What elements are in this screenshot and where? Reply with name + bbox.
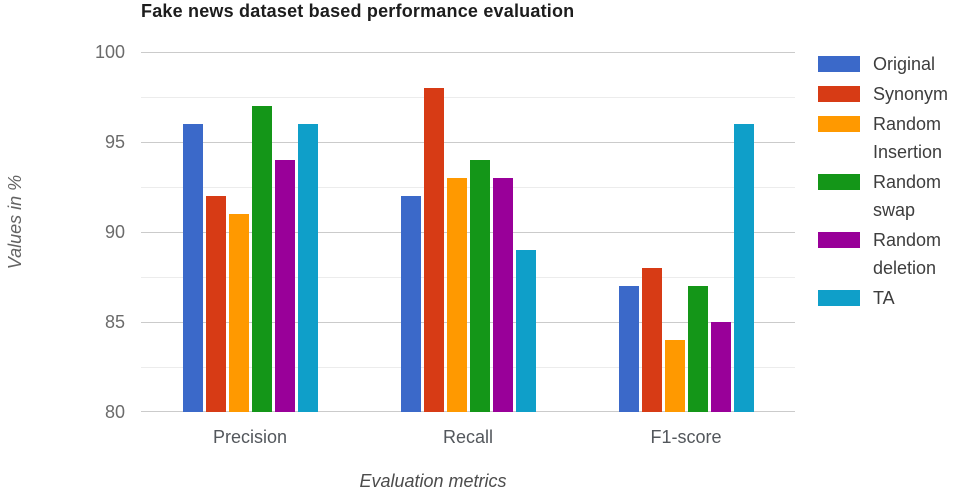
gridline-minor-82.5	[141, 367, 795, 368]
x-tick-label-precision: Precision	[212, 427, 288, 447]
legend-swatch-random-swap	[818, 174, 860, 190]
bar-random-insertion-f1-score	[664, 340, 685, 412]
legend-item-random-deletion: Random deletion	[818, 226, 968, 282]
bar-ta-recall	[515, 250, 536, 412]
legend-swatch-synonym	[818, 86, 860, 102]
bar-synonym-recall	[423, 88, 444, 412]
bar-group-f1-score	[618, 124, 754, 412]
y-axis-title: Values in %	[5, 174, 25, 270]
legend-label-synonym: Synonym	[873, 84, 949, 104]
bar-original-precision	[182, 124, 203, 412]
bar-random-deletion-recall	[492, 178, 513, 412]
gridline-major-95	[141, 142, 795, 143]
x-tick-label-f1-score: F1-score	[650, 427, 722, 447]
legend-label-random-insertion: Random Insertion	[873, 114, 943, 162]
legend-item-random-insertion: Random Insertion	[818, 110, 968, 166]
gridline-major-80	[141, 411, 795, 412]
legend-label-random-deletion: Random deletion	[873, 230, 942, 278]
legend-item-random-swap: Random swap	[818, 168, 968, 224]
chart-title: Fake news dataset based performance eval…	[141, 1, 575, 21]
legend-swatch-original	[818, 56, 860, 72]
plot-area	[141, 52, 795, 412]
bar-random-deletion-f1-score	[710, 322, 731, 412]
legend-label-ta: TA	[873, 288, 895, 308]
bar-group-precision	[182, 106, 318, 412]
bar-random-swap-f1-score	[687, 286, 708, 412]
bar-random-insertion-recall	[446, 178, 467, 412]
y-tick-label-80: 80	[104, 402, 125, 422]
bar-random-swap-precision	[251, 106, 272, 412]
legend: Original Synonym Random Insertion Random sw…	[818, 50, 968, 312]
y-tick-label-95: 95	[104, 132, 125, 152]
legend-label-random-swap: Random swap	[873, 172, 942, 220]
legend-item-original: Original	[818, 50, 968, 78]
gridline-minor-87.5	[141, 277, 795, 278]
bar-random-swap-recall	[469, 160, 490, 412]
legend-item-ta: TA	[818, 284, 968, 312]
x-tick-label-recall: Recall	[442, 427, 494, 447]
gridline-major-90	[141, 232, 795, 233]
legend-item-synonym: Synonym	[818, 80, 968, 108]
legend-label-original: Original	[873, 54, 936, 74]
y-tick-label-100: 100	[94, 42, 125, 62]
bar-group-recall	[400, 88, 536, 412]
legend-swatch-random-deletion	[818, 232, 860, 248]
bar-ta-precision	[297, 124, 318, 412]
legend-swatch-ta	[818, 290, 860, 306]
legend-swatch-random-insertion	[818, 116, 860, 132]
y-tick-label-90: 90	[104, 222, 125, 242]
bar-original-recall	[400, 196, 421, 412]
gridline-major-85	[141, 322, 795, 323]
bar-random-insertion-precision	[228, 214, 249, 412]
bar-original-f1-score	[618, 286, 639, 412]
bar-synonym-f1-score	[641, 268, 662, 412]
gridline-major-100	[141, 52, 795, 53]
gridline-minor-97.5	[141, 97, 795, 98]
y-tick-label-85: 85	[104, 312, 125, 332]
bar-random-deletion-precision	[274, 160, 295, 412]
gridline-minor-92.5	[141, 187, 795, 188]
bar-synonym-precision	[205, 196, 226, 412]
bar-ta-f1-score	[733, 124, 754, 412]
x-axis-title: Evaluation metrics	[359, 471, 507, 491]
